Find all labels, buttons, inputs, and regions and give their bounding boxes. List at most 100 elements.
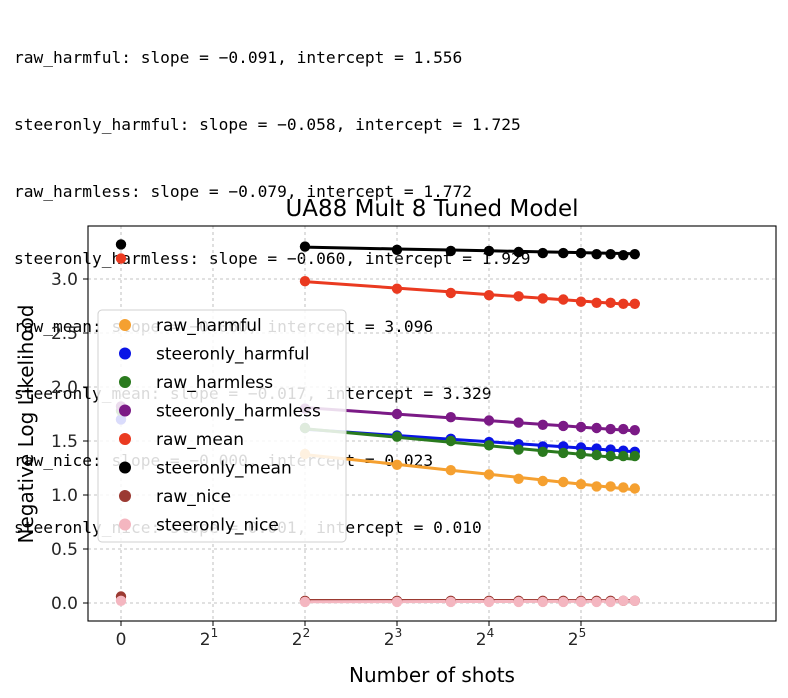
x-tick-exponent: 3 bbox=[395, 626, 403, 640]
data-point-raw_mean bbox=[605, 297, 616, 308]
data-point-steeronly_mean bbox=[591, 249, 602, 260]
x-tick-label: 22 bbox=[292, 626, 310, 650]
y-tick-label: 0.5 bbox=[51, 540, 78, 560]
data-point-raw_harmless bbox=[558, 447, 569, 459]
data-point-raw_harmful bbox=[391, 459, 403, 470]
data-point-raw_harmless bbox=[605, 450, 616, 462]
data-point-raw_harmful bbox=[618, 482, 629, 493]
plot-frame bbox=[87, 225, 777, 622]
data-point-steeronly_harmless bbox=[605, 423, 616, 435]
y-tick-label: 3.0 bbox=[51, 270, 78, 290]
data-point-raw_harmless bbox=[575, 448, 587, 460]
data-point-steeronly_nice bbox=[558, 596, 569, 608]
data-point-steeronly_harmless bbox=[483, 415, 495, 426]
x-tick-label: 21 bbox=[200, 626, 218, 650]
data-point-steeronly_nice bbox=[537, 596, 548, 608]
data-point-steeronly_harmless bbox=[629, 425, 640, 436]
x-tick-label: 0 bbox=[116, 630, 127, 650]
legend-marker-steeronly_nice bbox=[119, 518, 131, 531]
data-point-raw_harmless bbox=[537, 446, 548, 457]
output-line: raw_harmful: slope = −0.091, intercept =… bbox=[14, 47, 463, 67]
data-point-raw_mean bbox=[299, 276, 311, 287]
x-tick-exponent: 4 bbox=[487, 626, 495, 640]
x-tick-label: 24 bbox=[476, 626, 494, 650]
plot-area bbox=[115, 239, 640, 608]
x-tick-exponent: 2 bbox=[303, 626, 311, 640]
chart-title: UA88 Mult 8 Tuned Model bbox=[285, 196, 578, 222]
data-point-steeronly_nice bbox=[575, 596, 587, 608]
output-line: raw_harmless: slope = −0.079, intercept … bbox=[14, 182, 473, 202]
x-tick-base: 2 bbox=[200, 630, 211, 650]
data-point-raw_mean bbox=[558, 294, 569, 305]
axis-ticks: 0 21 22 23 24 250.00.51.01.52.02.53.0 bbox=[51, 270, 586, 650]
data-point-steeronly_mean bbox=[618, 250, 629, 261]
data-point-raw_mean bbox=[483, 290, 495, 301]
data-point-raw_harmful bbox=[513, 473, 524, 484]
y-tick-label: 1.0 bbox=[51, 486, 78, 506]
data-point-steeronly_mean bbox=[445, 245, 456, 257]
data-point-raw_harmful bbox=[445, 465, 456, 476]
data-point-steeronly_nice bbox=[483, 596, 495, 608]
legend-marker-raw_mean bbox=[119, 433, 131, 445]
output-line: steeronly_harmless: slope = −0.060, inte… bbox=[14, 249, 531, 269]
legend-marker-steeronly_mean bbox=[119, 461, 131, 474]
data-point-steeronly_harmless bbox=[391, 408, 403, 420]
x-tick-base: 2 bbox=[384, 630, 395, 650]
data-point-raw_harmless bbox=[591, 449, 602, 461]
legend-label: steeronly_mean bbox=[156, 459, 292, 479]
data-point-steeronly_mean bbox=[629, 249, 640, 260]
y-axis-label: Negative Log Likelihood bbox=[14, 304, 38, 543]
data-point-steeronly_nice bbox=[115, 595, 127, 606]
data-point-raw_mean bbox=[513, 291, 524, 302]
data-point-steeronly_harmless bbox=[445, 412, 456, 423]
x-tick-exponent: 1 bbox=[211, 626, 219, 640]
x-tick-label: 25 bbox=[568, 626, 586, 650]
data-point-raw_mean bbox=[591, 297, 602, 308]
data-point-steeronly_nice bbox=[299, 596, 311, 608]
x-tick-exponent: 5 bbox=[579, 626, 587, 640]
legend-label: raw_mean bbox=[156, 430, 244, 450]
data-point-raw_harmless bbox=[618, 450, 629, 462]
legend-label: steeronly_nice bbox=[156, 516, 279, 536]
legend-marker-raw_harmful bbox=[119, 319, 131, 331]
data-point-raw_mean bbox=[629, 298, 640, 309]
data-point-steeronly_mean bbox=[115, 239, 127, 250]
data-point-steeronly_harmless bbox=[513, 417, 524, 428]
data-point-steeronly_nice bbox=[618, 595, 629, 606]
data-point-raw_harmful bbox=[537, 475, 548, 487]
data-point-raw_mean bbox=[537, 293, 548, 304]
data-point-steeronly_harmless bbox=[558, 420, 569, 432]
data-point-raw_mean bbox=[391, 283, 403, 294]
data-point-steeronly_nice bbox=[591, 596, 602, 608]
data-point-raw_harmful bbox=[575, 479, 587, 490]
y-tick-label: 1.5 bbox=[51, 432, 78, 452]
data-point-raw_mean bbox=[575, 296, 587, 307]
legend-marker-raw_nice bbox=[119, 490, 131, 502]
data-point-steeronly_nice bbox=[629, 595, 640, 606]
data-point-raw_harmless bbox=[391, 431, 403, 442]
legend-label: steeronly_harmful bbox=[156, 345, 309, 365]
data-point-raw_harmless bbox=[483, 440, 495, 451]
data-point-steeronly_mean bbox=[391, 244, 403, 255]
data-point-steeronly_mean bbox=[299, 241, 311, 252]
x-tick-base: 2 bbox=[292, 630, 303, 650]
data-point-steeronly_harmless bbox=[575, 421, 587, 433]
output-line: steeronly_harmful: slope = −0.058, inter… bbox=[14, 115, 521, 135]
data-point-steeronly_mean bbox=[605, 249, 616, 260]
data-point-raw_harmless bbox=[513, 444, 524, 455]
data-point-steeronly_nice bbox=[391, 596, 403, 608]
data-point-raw_harmless bbox=[629, 450, 640, 462]
y-tick-label: 0.0 bbox=[51, 594, 78, 614]
data-point-steeronly_mean bbox=[575, 247, 587, 259]
data-point-raw_harmful bbox=[629, 483, 640, 494]
legend-box bbox=[97, 309, 347, 543]
legend-label: steeronly_harmless bbox=[156, 402, 321, 422]
x-tick-base: 2 bbox=[476, 630, 487, 650]
legend-marker-steeronly_harmless bbox=[119, 404, 131, 417]
data-point-raw_harmful bbox=[605, 481, 616, 492]
legend-label: raw_harmless bbox=[156, 373, 273, 393]
data-point-raw_mean bbox=[445, 287, 456, 299]
data-point-steeronly_mean bbox=[483, 245, 495, 257]
data-point-steeronly_mean bbox=[537, 247, 548, 259]
data-point-steeronly_harmless bbox=[618, 423, 629, 435]
